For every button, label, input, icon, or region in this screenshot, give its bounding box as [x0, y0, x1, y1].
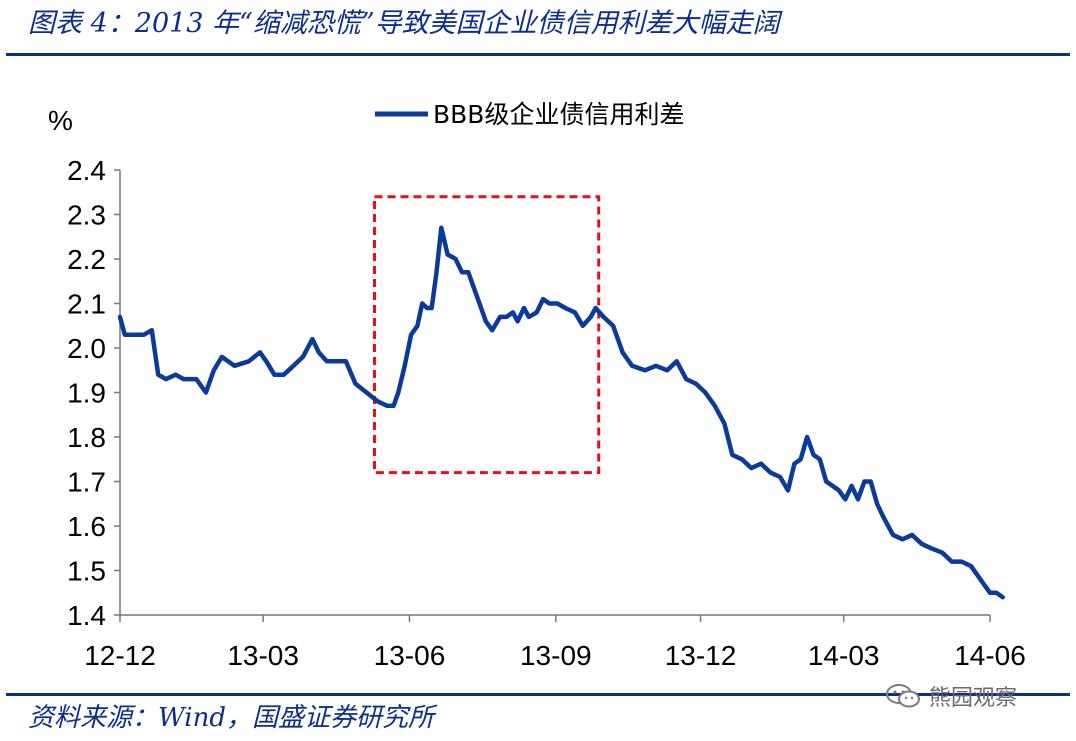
watermark-label: 熊园观察: [929, 686, 1018, 711]
source-note: 资料来源：Wind，国盛证券研究所: [28, 703, 434, 733]
y-tick-label: 2.1: [67, 289, 106, 320]
x-axis-ticks: 12-12 13-03 13-06 13-09 13-12 14-03 14-06: [84, 615, 1026, 671]
x-tick-label: 13-03: [227, 640, 299, 671]
y-tick-label: 1.6: [67, 511, 106, 542]
y-tick-label: 1.8: [67, 422, 106, 453]
y-tick-label: 1.7: [67, 467, 106, 498]
x-tick-label: 14-06: [954, 640, 1026, 671]
x-tick-label: 12-12: [84, 640, 156, 671]
x-tick-label: 13-09: [520, 640, 592, 671]
title-divider: [6, 53, 1070, 56]
watermark: 熊园观察: [885, 678, 1017, 714]
series-group: [117, 225, 1005, 600]
legend: BBB级企业债信用利差: [375, 100, 684, 129]
x-tick-label: 13-06: [374, 640, 446, 671]
legend-label: BBB级企业债信用利差: [433, 100, 684, 129]
wechat-icon: [886, 684, 920, 708]
x-tick-label: 14-03: [808, 640, 880, 671]
y-tick-label: 1.9: [67, 378, 106, 409]
footer-divider: [6, 693, 1070, 696]
highlight-group: [372, 195, 601, 475]
x-tick-label: 13-12: [665, 640, 737, 671]
y-tick-label: 2.4: [67, 155, 106, 186]
y-tick-label: 1.4: [67, 600, 106, 631]
y-tick-label: 2.3: [67, 200, 106, 231]
series-line: [117, 225, 1005, 600]
highlight-box: [372, 195, 601, 475]
y-axis-unit-label: %: [48, 105, 73, 136]
y-tick-label: 1.5: [67, 556, 106, 587]
figure-title: 图表 4：2013 年“缩减恐慌”导致美国企业债信用利差大幅走阔: [28, 8, 780, 39]
y-tick-label: 2.2: [67, 244, 106, 275]
axes: [119, 170, 990, 616]
y-tick-label: 2.0: [67, 333, 106, 364]
y-axis-ticks: 1.4 1.5 1.6 1.7 1.8 1.9 2.0 2.1 2.2 2.3 2.4: [67, 155, 120, 631]
